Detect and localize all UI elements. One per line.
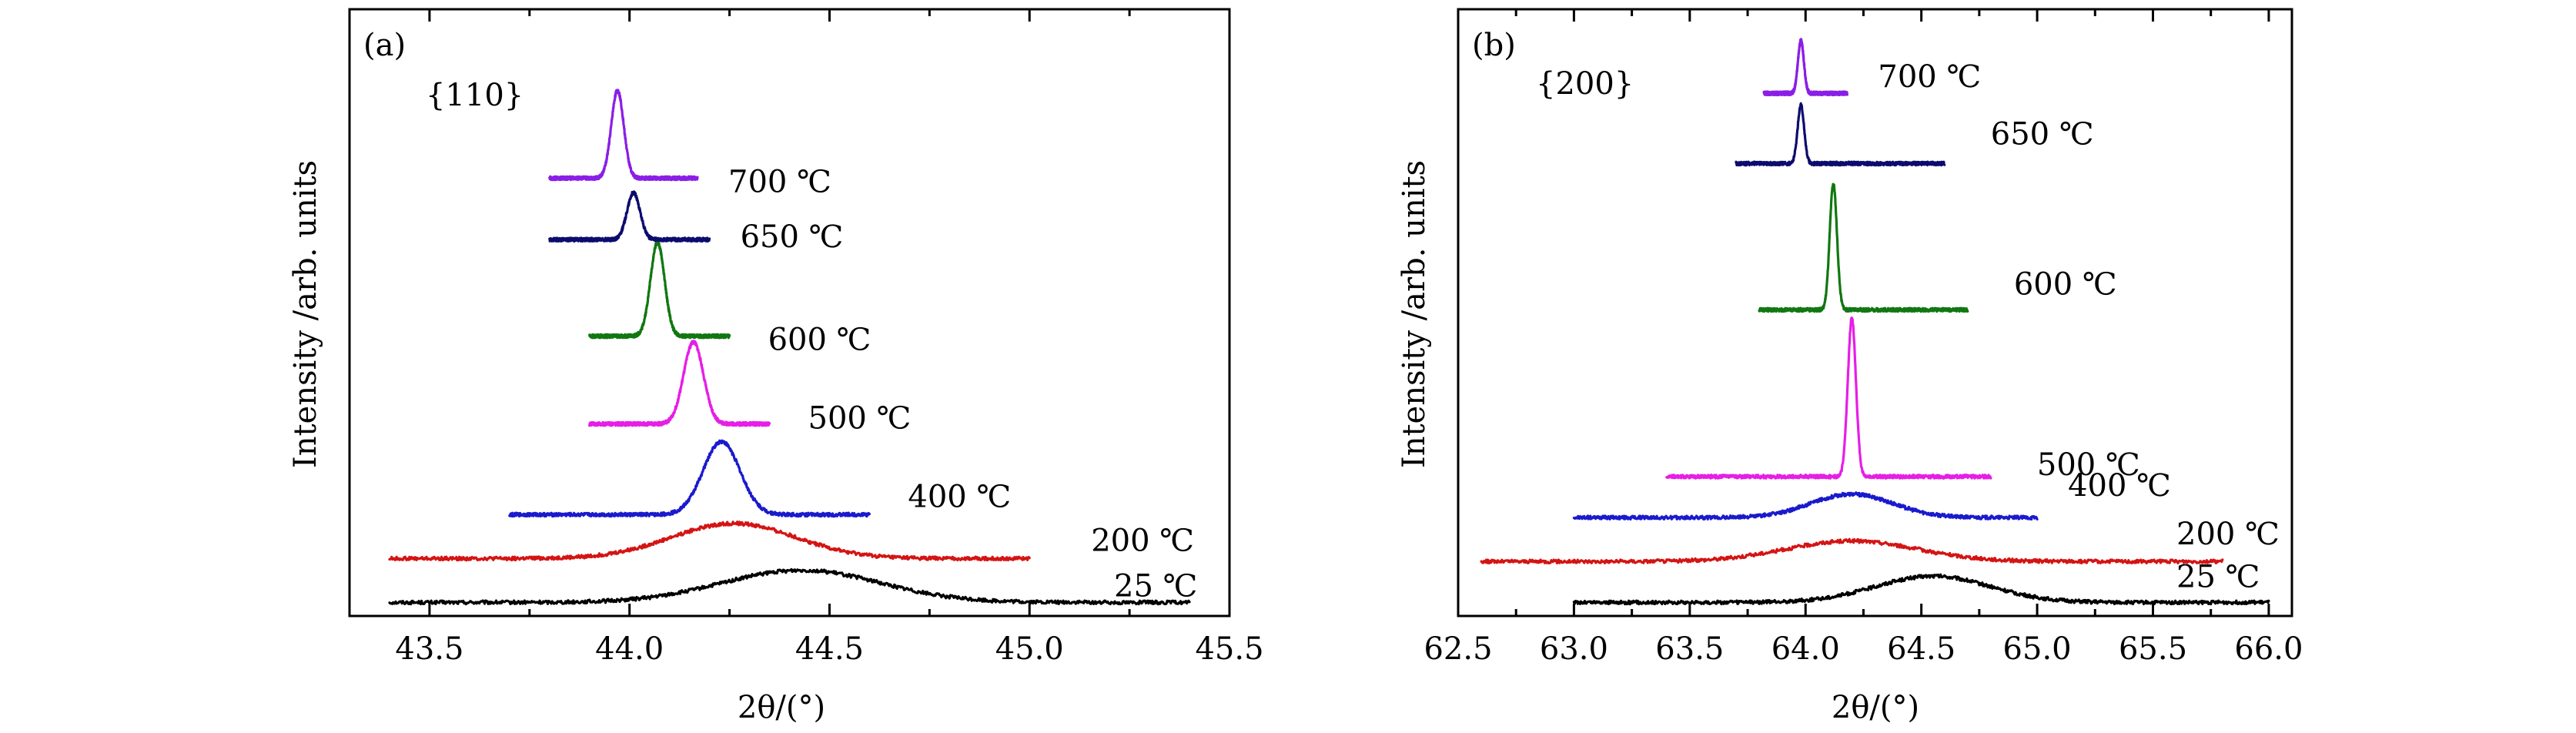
panel-b: 62.5 63.0 63.5 64.0 64.5 65.0 65.5 66.0 25 ℃ 200…: [1397, 8, 2303, 725]
panel-b-x-ticks: 62.5 63.0 63.5 64.0 64.5 65.0 65.5 66.0: [1423, 9, 2303, 667]
x-tick-label: 65.5: [2119, 631, 2187, 667]
x-tick-label: 65.0: [2003, 631, 2072, 667]
series-label: 650 ℃: [1991, 116, 2094, 152]
series-label: 400 ℃: [2068, 468, 2171, 504]
series-line-25c: [388, 567, 1191, 606]
x-tick-label: 63.0: [1540, 631, 1608, 667]
series-label: 400 ℃: [908, 479, 1011, 514]
series-line-650c: [1735, 102, 1946, 167]
x-tick-label: 45.5: [1195, 631, 1263, 667]
series-line-500c: [588, 340, 771, 427]
series-label: 600 ℃: [2014, 266, 2117, 302]
series-label: 25 ℃: [2176, 559, 2260, 594]
x-tick-label: 45.0: [995, 631, 1064, 667]
panel-a-frame: [348, 8, 1231, 618]
panel-b-x-axis-title: 2θ/(°): [1832, 690, 1919, 725]
x-tick-label: 44.0: [595, 631, 664, 667]
panel-a-annotation: {110}: [426, 78, 524, 113]
panel-b-annotation: {200}: [1536, 66, 1634, 102]
series-label: 650 ℃: [741, 219, 844, 255]
panel-b-label: (b): [1472, 28, 1516, 63]
x-tick-label: 44.5: [795, 631, 864, 667]
series-label: 25 ℃: [1114, 568, 1197, 604]
series-line-25c: [1572, 573, 2270, 606]
series-label: 200 ℃: [2176, 517, 2280, 552]
x-tick-label: 43.5: [395, 631, 463, 667]
x-tick-label: 63.5: [1655, 631, 1724, 667]
panel-b-y-axis-title: Intensity /arb. units: [1397, 160, 1432, 468]
series-label: 600 ℃: [768, 323, 871, 358]
x-tick-label: 66.0: [2234, 631, 2303, 667]
x-tick-label: 64.5: [1887, 631, 1955, 667]
series-label: 500 ℃: [2037, 447, 2140, 483]
panel-a-x-ticks: 43.5 44.0 44.5 45.0 45.5: [395, 9, 1264, 667]
panel-a-curves: [388, 89, 1191, 606]
panel-b-curves: [1480, 38, 2270, 606]
series-line-600c: [1758, 182, 1969, 313]
panel-a-x-axis-title: 2θ/(°): [738, 690, 825, 725]
series-line-600c: [588, 240, 731, 340]
panel-a-series-labels: 25 ℃ 200 ℃ 400 ℃ 500 ℃ 600 ℃ 650 ℃ 700 ℃: [728, 164, 1197, 604]
series-line-400c: [508, 439, 871, 518]
series-label: 200 ℃: [1091, 523, 1194, 558]
x-tick-label: 62.5: [1423, 631, 1492, 667]
series-label: 700 ℃: [728, 164, 831, 199]
series-line-700c: [1762, 38, 1848, 97]
series-line-650c: [548, 190, 711, 243]
series-label: 700 ℃: [1878, 59, 1981, 95]
series-line-700c: [548, 89, 699, 182]
series-label: 500 ℃: [808, 401, 912, 437]
panel-a: 43.5 44.0 44.5 45.0 45.5 25 ℃ 200 ℃ 400 ℃ 500 ℃…: [288, 8, 1264, 725]
panel-a-y-axis-title: Intensity /arb. units: [288, 160, 323, 468]
x-tick-label: 64.0: [1771, 631, 1840, 667]
series-line-500c: [1665, 316, 1992, 480]
series-line-200c: [1480, 537, 2224, 565]
series-line-200c: [388, 520, 1031, 562]
panel-a-label: (a): [363, 28, 406, 63]
series-line-400c: [1572, 491, 2039, 521]
panel-b-frame: [1457, 8, 2293, 618]
